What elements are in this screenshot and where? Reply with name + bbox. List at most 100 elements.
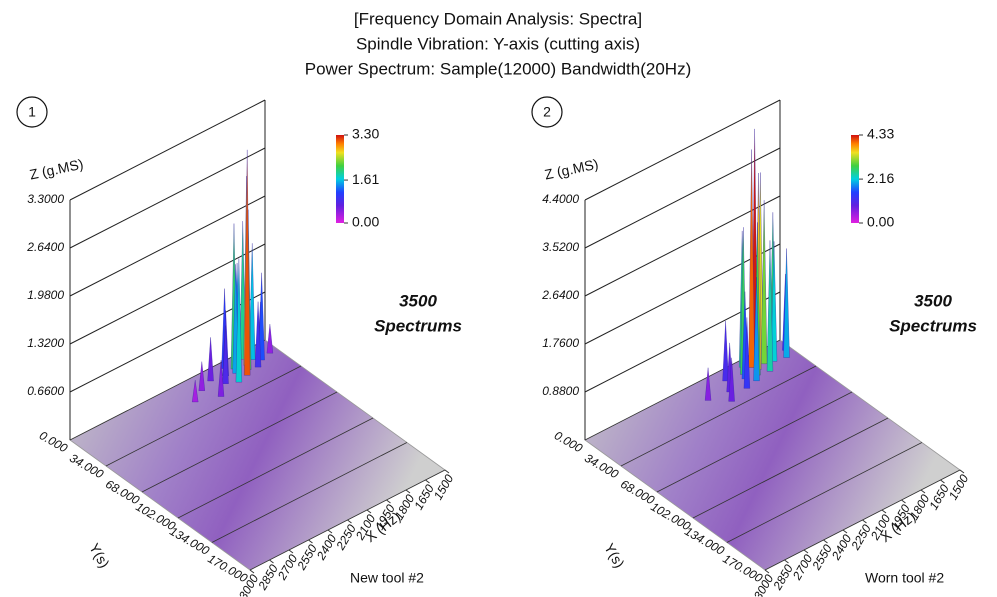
x-tick-mark [444,469,450,474]
grid-line [69,147,266,249]
caption: New tool #2 [350,570,424,586]
z-tick-label: 1.7600 [542,336,579,350]
back-wall [585,100,780,440]
spectrum-peak [217,360,225,397]
floor-grid-line [177,417,374,519]
x-tick-mark [288,549,294,554]
spectrum-peak [207,337,214,382]
x-tick-mark [823,539,828,544]
grid-line [584,147,781,249]
spectrum-peak [258,272,265,361]
spectrum-peak [783,248,790,358]
x-tick-mark [347,519,352,524]
floor-grid-line [620,365,817,467]
title-line: Spindle Vibration: Y-axis (cutting axis) [356,34,640,53]
y-tick-label: 0.000 [552,428,585,455]
floor-grid-line [141,391,338,493]
panel-number: 1 [28,104,36,120]
x-tick-mark [862,519,867,524]
grid-line [69,243,266,345]
z-tick-label: 0.8800 [542,384,579,398]
z-tick-label: 1.3200 [27,336,64,350]
colorbar [336,135,344,223]
colorbar-label: 4.33 [867,126,894,142]
grid-line [69,195,266,297]
title-line: Power Spectrum: Sample(12000) Bandwidth(… [305,59,691,78]
panel-badge [16,96,48,128]
x-tick-mark [881,509,887,514]
spectrum-peak [254,301,262,368]
spectrum-peak [748,149,755,368]
x-tick-mark [803,549,809,554]
annotation: 3500 [399,291,437,310]
x-tick-mark [327,529,333,534]
spectrum-peak [704,367,712,401]
panel-number: 2 [543,104,551,120]
spectrum-peak [266,324,274,354]
annotation: 3500 [914,291,952,310]
x-tick-mark [901,499,906,504]
x-tick-mark [366,509,372,514]
x-tick-mark [842,529,848,534]
back-wall [70,100,265,440]
spectrum-peak [222,325,229,384]
spectrum-peak [235,258,243,383]
z-tick-label: 4.4000 [542,192,579,206]
colorbar-label: 3.30 [352,126,379,142]
title-line: [Frequency Domain Analysis: Spectra] [354,9,642,28]
z-axis-label: Z (g.MS) [543,156,600,183]
annotation: Spectrums [374,316,462,335]
caption: Worn tool #2 [865,570,944,586]
x-tick-mark [764,569,770,574]
z-tick-label: 1.9800 [27,288,64,302]
x-tick-mark [959,469,965,474]
z-tick-label: 3.3000 [27,192,64,206]
x-tick-mark [386,499,391,504]
x-tick-label: 1500 [946,472,972,502]
spectrum-peak [766,240,774,372]
x-tick-label: 1500 [431,472,457,502]
spectrum-peak [244,149,251,376]
z-tick-label: 0.6600 [27,384,64,398]
y-tick-label: 0.000 [37,428,70,455]
spectrum-peak [722,320,729,382]
floor-grid-line [726,442,923,543]
z-tick-label: 2.6400 [26,240,64,254]
floor-grid-line [656,391,853,493]
grid-line [584,291,781,393]
x-tick-mark [308,539,313,544]
spectrum-peak [770,241,778,362]
spectrum-peak [249,243,256,360]
spectrum-peak [728,357,735,402]
z-axis-label: Z (g.MS) [28,156,85,183]
annotation: Spectrums [889,316,977,335]
floor-grid-line [211,442,408,543]
colorbar-label: 1.61 [352,171,379,187]
grid-line [584,195,781,297]
colorbar-label: 0.00 [867,214,894,230]
colorbar-label: 0.00 [352,214,379,230]
grid-line [584,99,781,201]
spectrum-peak [753,277,760,381]
x-tick-mark [920,489,926,494]
spectrum-peak [192,380,199,403]
grid-line [69,99,266,201]
x-tick-mark [425,479,430,484]
y-axis-label: Y(s) [601,540,628,570]
spectrum-peak [198,361,205,391]
floor-grid-line [105,365,302,467]
spectrum-peak [760,200,768,364]
colorbar [851,135,859,223]
y-axis-label: Y(s) [86,540,113,570]
x-tick-mark [405,489,411,494]
spectrum-peak [743,317,751,389]
x-tick-mark [249,569,255,574]
floor-grid-line [692,417,889,519]
panel-badge [531,96,563,128]
z-tick-label: 2.6400 [541,288,579,302]
x-tick-mark [784,559,789,564]
x-tick-mark [940,479,945,484]
grid-line [584,243,781,345]
x-tick-mark [269,559,274,564]
